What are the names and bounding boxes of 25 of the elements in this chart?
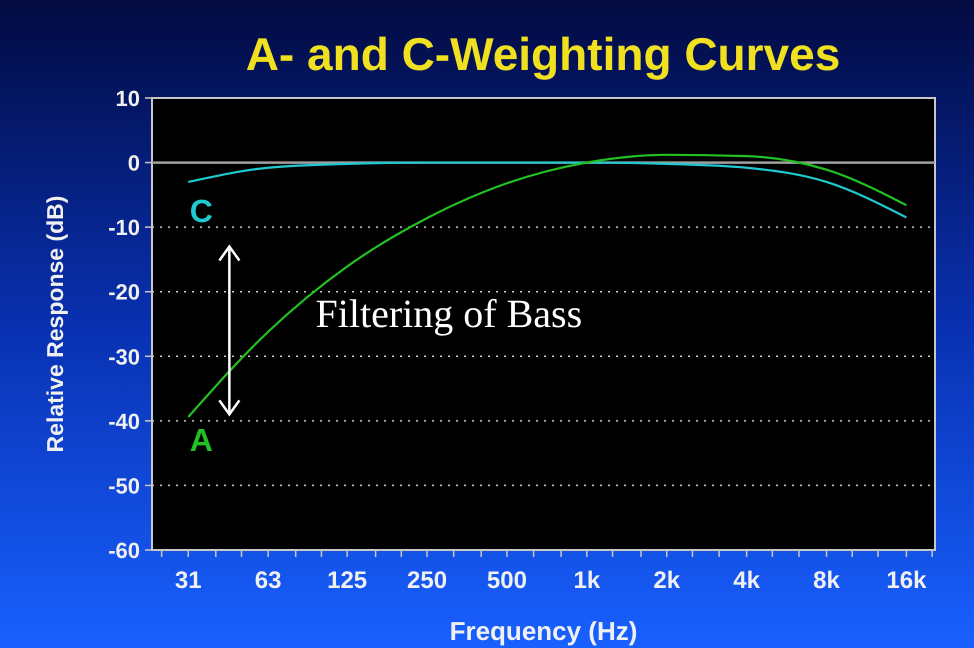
series-label: C bbox=[190, 192, 213, 229]
x-tick-label: 8k bbox=[813, 567, 841, 594]
annotation: Filtering of Bass bbox=[316, 291, 582, 336]
y-axis-title: Relative Response (dB) bbox=[42, 196, 68, 452]
x-tick-label: 4k bbox=[733, 567, 761, 594]
series-label: A bbox=[190, 422, 213, 458]
x-tick-label: 63 bbox=[254, 567, 282, 594]
y-tick-label: -40 bbox=[108, 408, 140, 434]
x-tick-label: 125 bbox=[327, 567, 368, 594]
x-tick-label: 2k bbox=[653, 567, 681, 594]
y-tick-label: -10 bbox=[108, 215, 140, 240]
x-tick-label: 16k bbox=[886, 567, 928, 594]
y-tick-label: 0 bbox=[128, 150, 140, 176]
x-tick-label: 500 bbox=[486, 567, 527, 594]
y-tick-label: -30 bbox=[108, 344, 140, 370]
y-tick-label: 10 bbox=[116, 86, 140, 111]
x-tick-label: 31 bbox=[174, 567, 202, 594]
chart-title: A- and C-Weighting Curves bbox=[246, 28, 840, 80]
y-tick-label: -20 bbox=[108, 280, 140, 305]
line-series bbox=[187, 154, 908, 418]
x-tick-label: 1k bbox=[573, 567, 601, 594]
x-tick-label: 250 bbox=[407, 567, 448, 594]
x-axis-title: Frequency (Hz) bbox=[450, 616, 638, 646]
y-tick-label: -60 bbox=[108, 538, 140, 563]
y-tick-label: -50 bbox=[108, 473, 140, 498]
